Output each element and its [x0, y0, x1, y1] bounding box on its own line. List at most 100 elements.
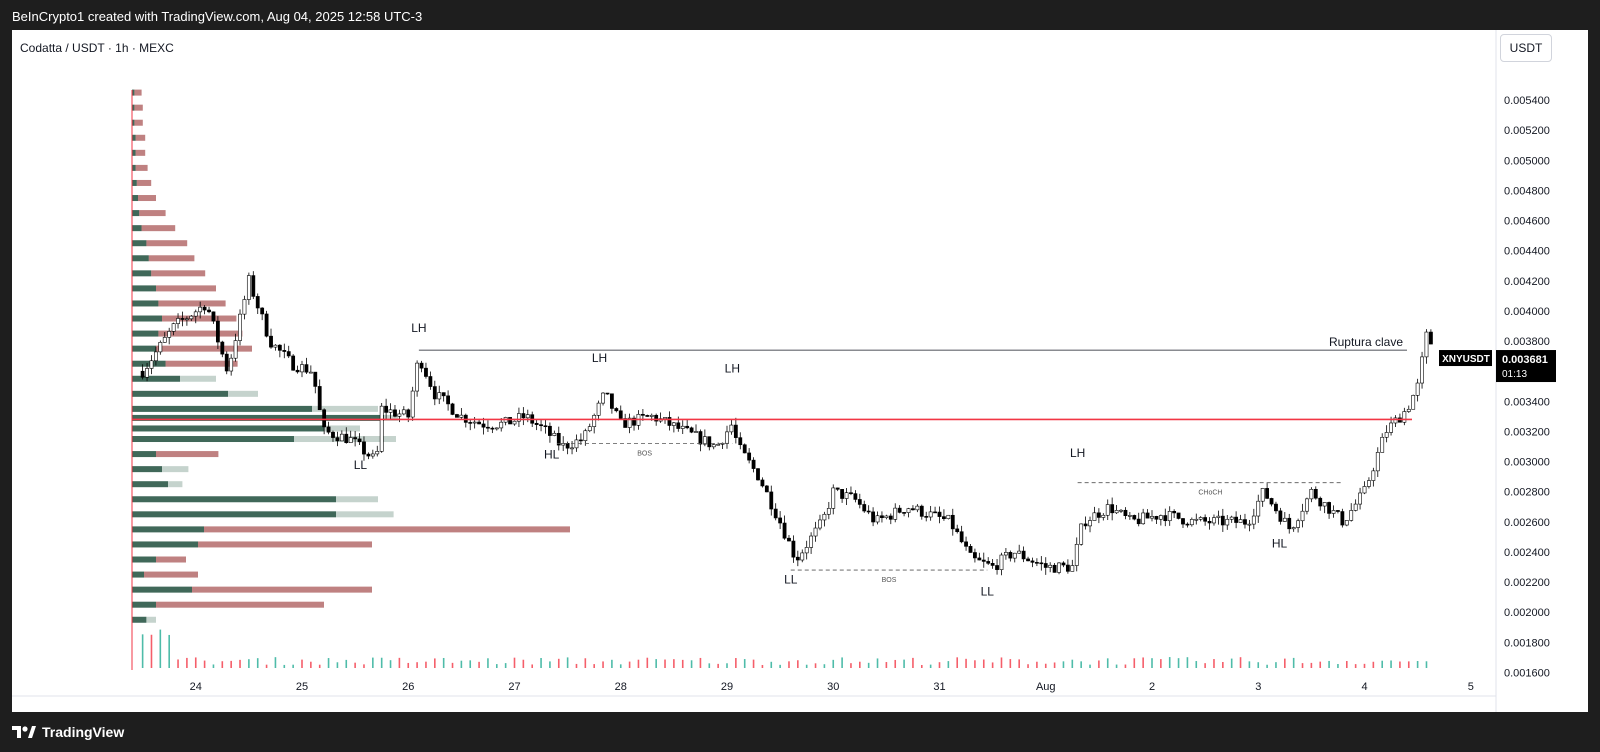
tradingview-logo[interactable]: TradingView — [12, 724, 124, 740]
volume-profile-bull-bar — [132, 425, 324, 432]
candle-body — [663, 417, 667, 419]
currency-button[interactable]: USDT — [1500, 34, 1552, 62]
candle-body — [171, 323, 176, 332]
y-tick-label: 0.003800 — [1504, 336, 1550, 348]
structure-label: HL — [544, 448, 560, 462]
candle-body — [1313, 489, 1318, 499]
candle-body — [1371, 470, 1376, 481]
volume-bar — [425, 661, 427, 668]
volume-profile-bull-bar — [132, 375, 180, 382]
price-chart[interactable]: 0.001600 0.001800 0.002000 0.002200 0.002400… — [12, 30, 1588, 712]
candle-body — [481, 423, 486, 428]
candle-body — [579, 439, 583, 442]
candle-body — [583, 430, 588, 441]
volume-profile-bear-bar — [336, 511, 394, 518]
candle-body — [1420, 356, 1424, 384]
candle-body — [406, 409, 411, 418]
candle-body — [844, 492, 849, 499]
volume-bar — [841, 657, 843, 668]
candle-body — [1278, 510, 1283, 522]
volume-bar — [1372, 661, 1375, 668]
candle-body — [548, 425, 552, 436]
chart-panel[interactable]: 0.001600 0.001800 0.002000 0.002200 0.002400… — [12, 30, 1588, 712]
candle-body — [525, 414, 530, 419]
volume-profile-bull-bar — [132, 89, 135, 96]
x-tick-label: 26 — [402, 681, 414, 693]
symbol-title[interactable]: Codatta / USDT · 1h · MEXC — [20, 41, 174, 55]
candle-body — [401, 409, 406, 415]
candle-body — [787, 537, 791, 542]
volume-profile-bull-bar — [132, 405, 312, 412]
volume-profile-bear-bar — [384, 414, 399, 421]
candle-body — [552, 432, 557, 436]
candle-body — [1406, 408, 1411, 412]
candle-body — [1105, 504, 1110, 516]
volume-bar — [504, 663, 507, 668]
volume-profile-bull-bar — [132, 270, 152, 277]
candle-body — [1079, 523, 1084, 545]
volume-bar — [779, 664, 781, 668]
candle-body — [543, 425, 548, 428]
candle-body — [1327, 502, 1331, 514]
x-tick-label: 2 — [1149, 681, 1155, 693]
candle-body — [1008, 552, 1013, 559]
volume-bar — [442, 657, 445, 668]
volume-bar — [460, 660, 463, 668]
candle-body — [162, 337, 167, 343]
volume-bar — [354, 662, 356, 668]
volume-profile-bull-bar — [132, 330, 159, 337]
volume-profile-bear-bar — [228, 390, 258, 397]
candle-body — [291, 355, 296, 371]
volume-profile-bull-bar — [132, 436, 294, 443]
candle-body — [769, 491, 774, 510]
volume-bar — [611, 659, 613, 668]
candle-body — [384, 405, 389, 413]
volume-bar — [1009, 659, 1012, 668]
volume-bar — [1284, 658, 1286, 668]
volume-profile-bear-bar — [165, 360, 238, 367]
volume-bar — [894, 659, 897, 668]
candle-body — [1393, 417, 1398, 424]
volume-bar — [1168, 657, 1171, 668]
candle-body — [849, 492, 853, 494]
volume-profile-bear-bar — [134, 119, 143, 126]
candle-body — [437, 392, 442, 400]
volume-profile-bull-bar — [132, 240, 147, 247]
volume-profile-bear-bar — [162, 315, 237, 322]
candle-body — [1026, 558, 1030, 562]
volume-profile-bull-bar — [132, 541, 198, 548]
volume-bar — [1213, 659, 1215, 668]
symbol-badge — [1439, 350, 1492, 367]
candle-body — [1243, 519, 1247, 525]
volume-bar — [478, 661, 480, 668]
bos-label: BOS — [637, 451, 652, 458]
candle-body — [184, 318, 189, 321]
candle-body — [1123, 509, 1128, 517]
volume-profile-bull-bar — [132, 360, 166, 367]
candle-body — [826, 508, 831, 515]
volume-bar — [752, 659, 755, 668]
candle-body — [331, 431, 335, 438]
volume-bar — [1142, 657, 1144, 668]
candle-body — [335, 437, 340, 442]
y-tick-label: 0.004800 — [1504, 185, 1550, 197]
volume-bar — [1257, 662, 1260, 668]
candle-body — [1234, 516, 1239, 523]
volume-profile-bull-bar — [132, 195, 138, 202]
volume-bar — [974, 660, 976, 668]
volume-profile-bear-bar — [134, 104, 143, 111]
volume-profile-bull-bar — [132, 556, 156, 563]
volume-bar — [1363, 663, 1366, 668]
volume-profile-bear-bar — [156, 556, 186, 563]
candle-body — [1216, 515, 1221, 518]
candle-body — [1260, 488, 1265, 502]
candle-body — [207, 309, 211, 313]
candle-body — [760, 479, 765, 487]
volume-bar — [602, 661, 604, 668]
volume-bar — [1044, 663, 1047, 668]
candle-body — [238, 313, 242, 341]
chart-caption: BeInCrypto1 created with TradingView.com… — [12, 9, 423, 24]
volume-bar — [434, 658, 436, 668]
candle-body — [1092, 512, 1097, 521]
volume-profile-bull-bar — [132, 134, 136, 141]
